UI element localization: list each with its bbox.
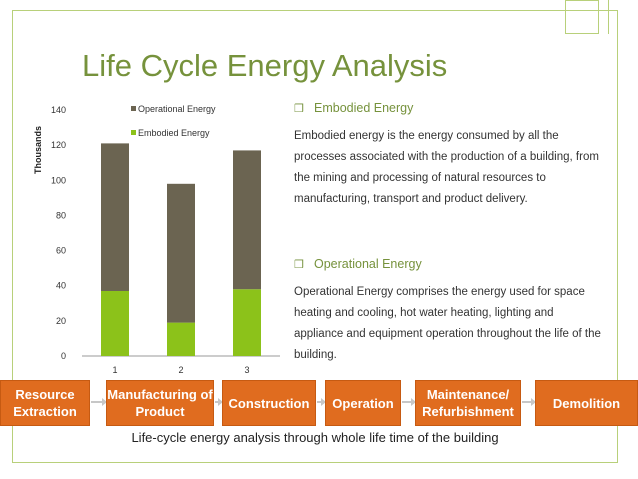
bullet-text: Operational Energy comprises the energy … xyxy=(294,286,601,361)
lifecycle-flow: Resource Extraction Manufacturing of Pro… xyxy=(0,380,638,426)
arrow-icon xyxy=(317,398,326,406)
caption: Life-cycle energy analysis through whole… xyxy=(0,430,638,445)
arrow-icon xyxy=(522,398,536,406)
flow-step: Manufacturing of Product xyxy=(106,380,214,426)
y-tick-label: 0 xyxy=(61,351,66,361)
x-tick-label: 2 xyxy=(178,365,183,375)
y-tick-label: 140 xyxy=(51,105,66,115)
y-tick-label: 80 xyxy=(56,210,66,220)
bar-segment xyxy=(101,143,129,291)
flow-step: Resource Extraction xyxy=(0,380,90,426)
bar-segment xyxy=(233,150,261,290)
bullet-text: Embodied energy is the energy consumed b… xyxy=(294,130,599,205)
arrow-icon xyxy=(215,398,223,406)
slide-frame xyxy=(12,10,618,463)
bar-segment xyxy=(167,322,195,356)
legend-label: Operational Energy xyxy=(138,104,216,114)
bar-segment xyxy=(167,183,195,323)
flow-step: Construction xyxy=(222,380,316,426)
stacked-bar-chart: Thousands 0 20 40 60 80 100 120 140 1 2 3 Operationa… xyxy=(33,104,280,375)
y-tick-label: 120 xyxy=(51,140,66,150)
slide-title: Life Cycle Energy Analysis xyxy=(82,48,448,83)
x-tick-label: 3 xyxy=(244,365,249,375)
legend-swatch xyxy=(131,130,136,135)
chart-container: Thousands 0 20 40 60 80 100 120 140 1 2 3 Operationa… xyxy=(30,98,285,381)
y-tick-label: 20 xyxy=(56,316,66,326)
caption-text: Life-cycle energy analysis through whole… xyxy=(131,430,499,445)
y-axis-label: Thousands xyxy=(33,126,43,174)
arrow-icon xyxy=(402,398,416,406)
square-bullet-icon: ❒ xyxy=(294,259,304,271)
bar-segment xyxy=(101,290,129,356)
y-tick-label: 100 xyxy=(51,175,66,185)
y-tick-label: 40 xyxy=(56,281,66,291)
legend-label: Embodied Energy xyxy=(138,128,210,138)
bar-segment xyxy=(233,289,261,356)
square-bullet-icon: ❒ xyxy=(294,103,304,115)
legend-swatch xyxy=(131,106,136,111)
arrow-icon xyxy=(91,398,107,406)
decorative-square xyxy=(565,0,599,34)
y-tick-label: 60 xyxy=(56,246,66,256)
flow-step: Operation xyxy=(325,380,401,426)
flow-step: Maintenance/ Refurbishment xyxy=(415,380,521,426)
x-tick-label: 1 xyxy=(112,365,117,375)
bullet-embodied: ❒ Embodied Energy Embodied energy is the … xyxy=(294,98,604,210)
bullet-heading: Embodied Energy xyxy=(314,101,414,115)
bullet-operational: ❒ Operational Energy Operational Energy c… xyxy=(294,254,604,366)
bullet-heading: Operational Energy xyxy=(314,257,422,271)
decorative-line xyxy=(608,0,609,34)
flow-step: Demolition xyxy=(535,380,638,426)
